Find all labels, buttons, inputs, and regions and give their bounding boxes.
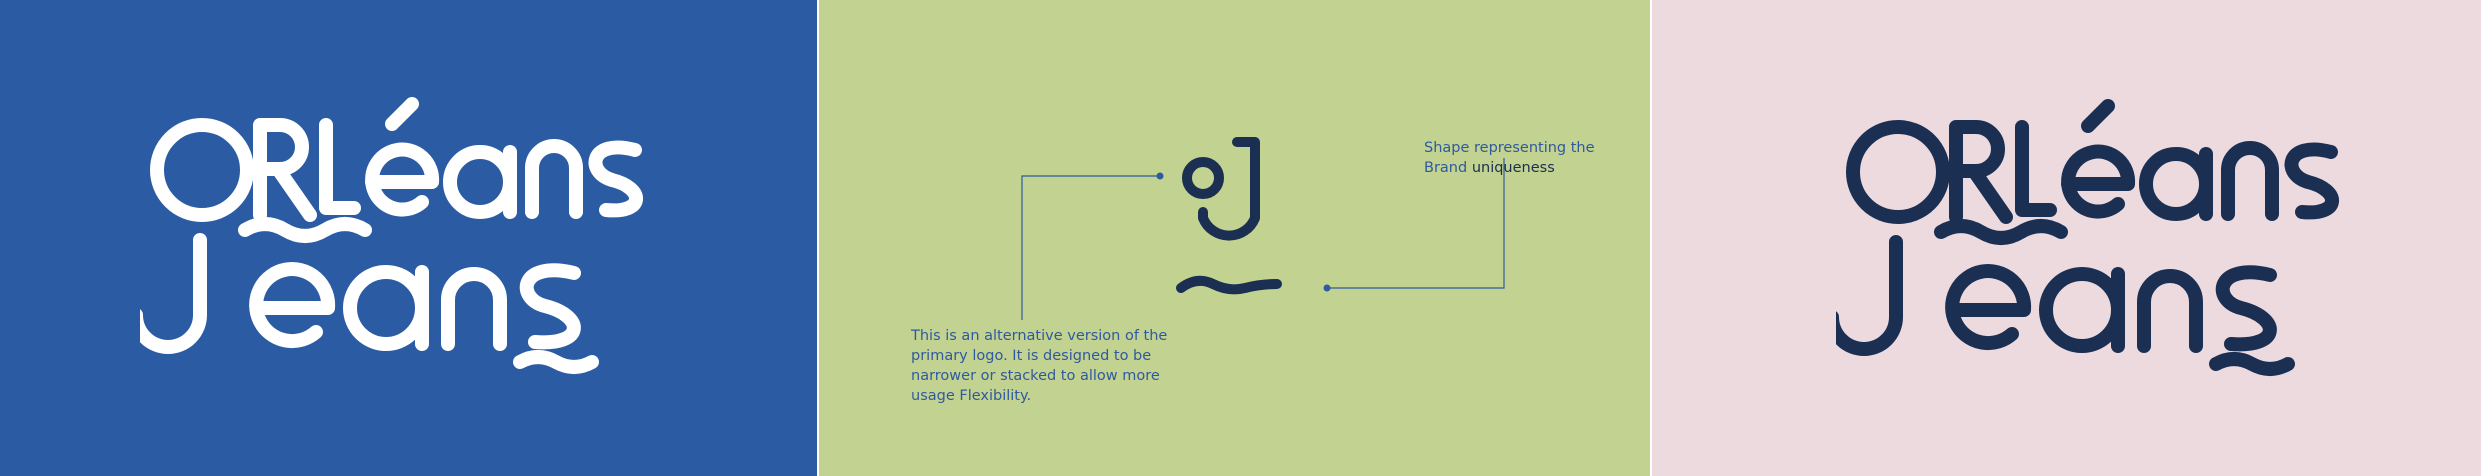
alternative-annotation-line1: This is an alternative version of the bbox=[911, 328, 1168, 344]
logo-wordmark-white bbox=[140, 97, 643, 374]
monogram-oj-logo bbox=[1176, 137, 1282, 295]
shape-annotation-prefix: Brand bbox=[1424, 160, 1472, 176]
shape-annotation-emphasis: uniqueness bbox=[1471, 160, 1555, 176]
panel-logo-on-pink bbox=[1652, 0, 2481, 476]
alternative-annotation-line4: usage Flexibility. bbox=[911, 388, 1032, 404]
panel-logo-on-blue bbox=[0, 0, 817, 476]
shape-annotation-line2: Brand uniqueness bbox=[1424, 158, 1595, 178]
logo-wordmark-navy bbox=[1836, 99, 2339, 376]
alternative-annotation-line2: primary logo. It is designed to be bbox=[911, 348, 1152, 364]
callout-lines bbox=[1021, 158, 1505, 320]
shape-annotation-line1: Shape representing the bbox=[1424, 140, 1595, 156]
shape-annotation: Shape representing the Brand uniqueness bbox=[1424, 138, 1595, 178]
alternative-annotation: This is an alternative version of the pr… bbox=[911, 326, 1167, 406]
panel-monogram-on-green: Shape representing the Brand uniqueness … bbox=[819, 0, 1650, 476]
alternative-annotation-line3: narrower or stacked to allow more bbox=[911, 368, 1160, 384]
